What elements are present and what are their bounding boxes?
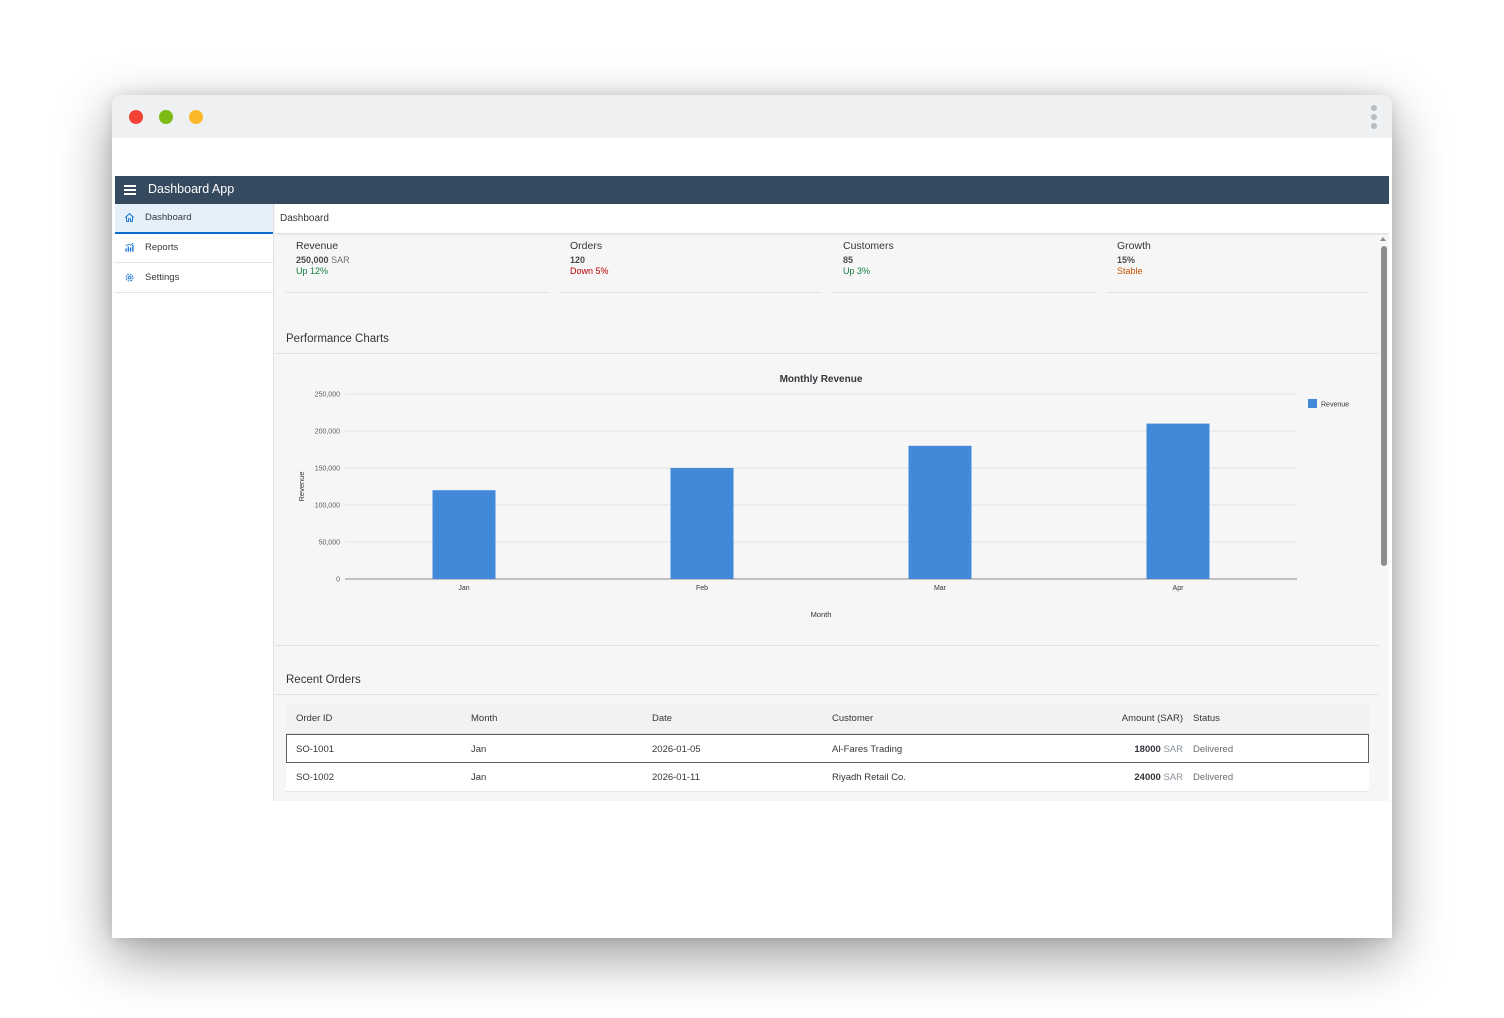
x-tick-label: Apr (1173, 585, 1185, 592)
y-axis-label: Revenue (297, 471, 306, 501)
cell-amount: 18000 SAR (1134, 744, 1183, 755)
scroll-up-icon[interactable] (1380, 237, 1386, 241)
cell-customer: Al-Fares Trading (832, 744, 903, 755)
kpi-value: 85 (843, 255, 854, 265)
section-title-charts: Performance Charts (286, 333, 389, 345)
more-options-icon[interactable] (1370, 105, 1378, 129)
kpi-card-customers: Customers 85 Up 3% (832, 240, 1095, 293)
kpi-value: 120 (570, 255, 586, 265)
divider (275, 353, 1379, 354)
kpi-trend: Up 3% (843, 266, 871, 276)
legend-swatch (1308, 399, 1317, 408)
cell-order-id: SO-1001 (296, 744, 335, 755)
menu-icon[interactable] (124, 185, 136, 195)
cell-month: Jan (471, 744, 487, 755)
kpi-unit: SAR (331, 255, 350, 265)
chart-bar (670, 468, 734, 579)
sidebar-item-label: Reports (145, 242, 179, 254)
column-header-customer[interactable]: Customer (832, 713, 874, 724)
y-tick-label: 250,000 (315, 392, 340, 399)
section-title-orders: Recent Orders (286, 674, 361, 686)
chart-bar (908, 445, 972, 579)
column-header-amount[interactable]: Amount (SAR) (1121, 713, 1183, 724)
kpi-trend: Stable (1117, 266, 1143, 276)
kpi-trend: Up 12% (296, 266, 329, 276)
reports-icon (125, 243, 134, 252)
y-tick-label: 100,000 (315, 503, 340, 510)
kpi-card-orders: Orders 120 Down 5% (559, 240, 822, 293)
kpi-label: Revenue (296, 240, 339, 252)
divider (275, 694, 1379, 695)
table-header: Order ID Month Date Customer Amount (SAR… (286, 703, 1369, 734)
x-tick-label: Mar (934, 585, 947, 592)
sidebar-item-label: Settings (145, 271, 180, 283)
kpi-card-revenue: Revenue 250,000 SAR Up 12% (285, 240, 548, 293)
cell-date: 2026-01-11 (652, 772, 700, 783)
x-tick-label: Jan (458, 585, 469, 592)
app-shell: Dashboard App Dashboard Reports (115, 176, 1389, 801)
app-title: Dashboard App (148, 182, 235, 196)
window-titlebar (112, 95, 1392, 138)
scrollbar-thumb[interactable] (1381, 246, 1387, 566)
y-tick-label: 200,000 (315, 429, 340, 436)
kpi-label: Orders (570, 240, 603, 252)
kpi-value: 15% (1117, 255, 1136, 265)
table-row[interactable]: SO-1001 Jan 2026-01-05 Al-Fares Trading … (286, 734, 1369, 763)
divider (275, 645, 1379, 646)
column-header-month[interactable]: Month (471, 713, 498, 724)
browser-window: Dashboard App Dashboard Reports (112, 95, 1392, 938)
legend-label: Revenue (1321, 402, 1349, 409)
cell-date: 2026-01-05 (652, 744, 701, 755)
monthly-revenue-chart: Monthly Revenue 0 50,000 100,000 150,000 200,… (297, 374, 1349, 619)
column-header-status[interactable]: Status (1193, 713, 1220, 724)
y-tick-label: 150,000 (315, 466, 340, 473)
close-window-button[interactable] (129, 110, 143, 124)
cell-month: Jan (471, 772, 487, 783)
x-axis-label: Month (811, 610, 832, 619)
x-tick-label: Feb (696, 585, 708, 592)
cell-amount: 24000 SAR (1134, 772, 1183, 783)
cell-customer: Riyadh Retail Co. (832, 772, 906, 783)
column-header-date[interactable]: Date (652, 713, 673, 724)
sidebar: Dashboard Reports Settings (115, 204, 274, 801)
home-icon (125, 213, 134, 223)
minimize-window-button[interactable] (189, 110, 203, 124)
page-header: Dashboard (275, 204, 1389, 234)
chart-bar (432, 490, 496, 579)
kpi-label: Customers (843, 240, 894, 252)
cell-status: Delivered (1193, 744, 1234, 755)
orders-table: Order ID Month Date Customer Amount (SAR… (286, 703, 1369, 792)
y-tick-label: 0 (336, 577, 340, 584)
y-tick-label: 50,000 (319, 540, 341, 547)
maximize-window-button[interactable] (159, 110, 173, 124)
gear-icon (125, 273, 134, 282)
kpi-value: 250,000 SAR (296, 255, 350, 265)
vertical-scrollbar[interactable] (1379, 234, 1389, 801)
app-header: Dashboard App (115, 176, 1389, 204)
kpi-card-growth: Growth 15% Stable (1106, 240, 1369, 293)
cell-status: Delivered (1193, 772, 1234, 783)
cell-order-id: SO-1002 (296, 772, 335, 783)
sidebar-item-label: Dashboard (145, 212, 192, 224)
sidebar-item-settings[interactable]: Settings (115, 263, 273, 293)
sidebar-item-reports[interactable]: Reports (115, 234, 273, 263)
kpi-label: Growth (1117, 240, 1151, 252)
main-content: Dashboard Revenue 250,000 SAR Up 12% Ord… (275, 204, 1389, 801)
chart-title: Monthly Revenue (780, 374, 863, 385)
column-header-order-id[interactable]: Order ID (296, 713, 333, 724)
kpi-trend: Down 5% (570, 266, 609, 276)
sidebar-item-dashboard[interactable]: Dashboard (115, 204, 273, 234)
table-row[interactable]: SO-1002 Jan 2026-01-11 Riyadh Retail Co.… (286, 763, 1369, 792)
page-title: Dashboard (280, 213, 329, 224)
chart-bar (1146, 423, 1210, 579)
